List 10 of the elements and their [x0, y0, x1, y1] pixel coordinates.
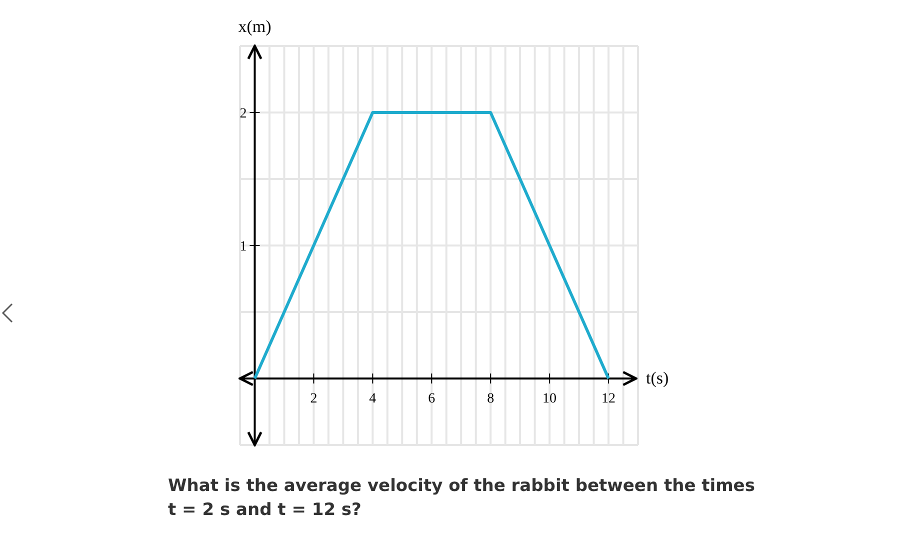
x-tick-label: 8 — [487, 392, 494, 406]
x-tick-label: 6 — [428, 392, 436, 406]
y-axis-title: x(m) — [238, 17, 272, 36]
text: What is the average velocity of the rabbit between the times t = 2 s and t = 12 s? — [168, 475, 756, 522]
x-tick-label: 12 — [602, 392, 616, 406]
y-tick-label: 1 — [240, 240, 247, 254]
x-tick-label: 2 — [310, 392, 318, 406]
x-axis-title: t(s) — [646, 368, 669, 388]
x-tick-label: 4 — [369, 392, 376, 406]
x-tick-label: 10 — [542, 392, 557, 406]
